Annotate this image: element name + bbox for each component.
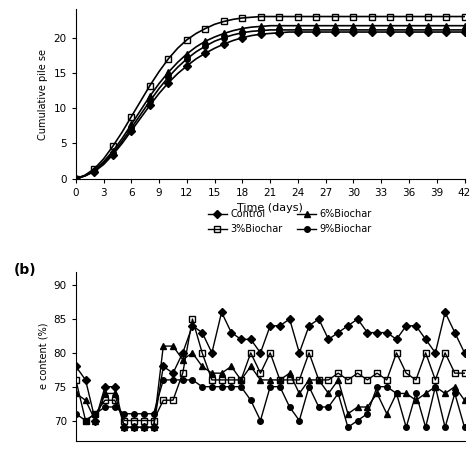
Y-axis label: e content (%): e content (%) [38,323,48,390]
Y-axis label: Cumulative pile se: Cumulative pile se [38,48,48,139]
Text: (b): (b) [14,263,36,277]
X-axis label: Time (days): Time (days) [237,203,303,213]
Legend: Control, 3%Biochar, 6%Biochar, 9%Biochar: Control, 3%Biochar, 6%Biochar, 9%Biochar [204,206,375,238]
